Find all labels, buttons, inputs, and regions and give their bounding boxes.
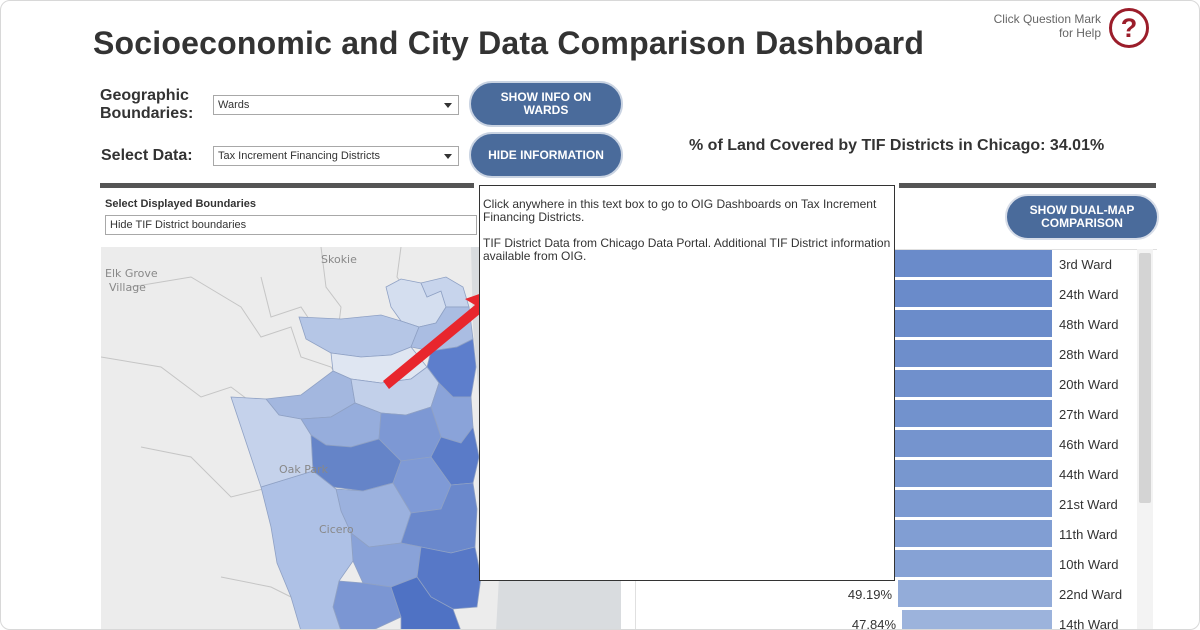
map-label-cicero: Cicero <box>319 523 354 536</box>
chart-value-label: 47.84% <box>852 617 897 630</box>
chart-bar[interactable] <box>871 430 1052 457</box>
chart-bar[interactable] <box>871 400 1052 427</box>
chart-category-label: 24th Ward <box>1059 287 1119 302</box>
chart-category-label: 27th Ward <box>1059 407 1119 422</box>
chart-category-label: 10th Ward <box>1059 557 1119 572</box>
chart-category-label: 14th Ward <box>1059 617 1119 630</box>
help-hint: Click Question Mark for Help <box>961 12 1101 40</box>
chart-category-label: 46th Ward <box>1059 437 1119 452</box>
popup-text-1: Click anywhere in this text box to go to… <box>483 197 877 224</box>
chevron-down-icon <box>444 103 452 108</box>
chart-category-label: 48th Ward <box>1059 317 1119 332</box>
chart-category-label: 3rd Ward <box>1059 257 1112 272</box>
page-title: Socioeconomic and City Data Comparison D… <box>93 25 925 61</box>
bar-chart-svg: 3rd Ward 24th Ward 48th Ward 28th Ward 20th … <box>848 250 1122 630</box>
geo-boundaries-label: Geographic Boundaries: <box>100 87 193 123</box>
tif-coverage-stat: % of Land Covered by TIF Districts in Ch… <box>689 137 1105 154</box>
chart-bar[interactable] <box>871 550 1052 577</box>
geo-boundaries-value: Wards <box>218 99 250 111</box>
dual-map-comparison-button[interactable]: SHOW DUAL-MAP COMPARISON <box>1005 194 1159 240</box>
chart-bar[interactable] <box>871 520 1052 547</box>
show-info-line2: WARDS <box>523 103 569 117</box>
boundaries-label: Select Displayed Boundaries <box>105 198 256 210</box>
dual-map-line2: COMPARISON <box>1041 216 1123 230</box>
map-label-elk-grove: Elk Grove <box>105 267 158 280</box>
select-data-select[interactable]: Tax Increment Financing Districts <box>213 146 459 166</box>
geo-label-line2: Boundaries: <box>100 105 194 122</box>
chart-bar[interactable] <box>902 610 1052 630</box>
question-mark-icon[interactable]: ? <box>1109 8 1149 48</box>
chart-category-label: 44th Ward <box>1059 467 1119 482</box>
hide-information-button[interactable]: HIDE INFORMATION <box>469 132 623 178</box>
chart-bar[interactable] <box>871 340 1052 367</box>
chart-scrollbar-thumb[interactable] <box>1139 253 1151 503</box>
map-label-elk-grove-village: Village <box>109 281 146 294</box>
chart-bar[interactable] <box>871 370 1052 397</box>
chart-category-label: 11th Ward <box>1059 527 1118 542</box>
select-data-value: Tax Increment Financing Districts <box>218 150 380 162</box>
ward-bar-chart[interactable]: 3rd Ward 24th Ward 48th Ward 28th Ward 20th … <box>635 249 1157 630</box>
chart-category-label: 28th Ward <box>1059 347 1119 362</box>
chart-bar[interactable] <box>871 460 1052 487</box>
chart-bar[interactable] <box>871 280 1052 307</box>
map-label-oak-park: Oak Park <box>279 463 329 476</box>
chevron-down-icon <box>444 154 452 159</box>
map-label-skokie: Skokie <box>321 253 357 266</box>
popup-text-2: TIF District Data from Chicago Data Port… <box>483 236 891 263</box>
chart-bar[interactable] <box>898 580 1052 607</box>
chart-bar[interactable] <box>871 310 1052 337</box>
section-divider-left <box>100 183 474 188</box>
chart-category-label: 22nd Ward <box>1059 587 1122 602</box>
chart-category-label: 20th Ward <box>1059 377 1119 392</box>
chart-bar[interactable] <box>871 490 1052 517</box>
geo-boundaries-select[interactable]: Wards <box>213 95 459 115</box>
info-popup[interactable]: Click anywhere in this text box to go to… <box>479 185 895 581</box>
show-info-line1: SHOW INFO ON <box>500 90 592 104</box>
help-hint-line1: Click Question Mark <box>993 12 1101 26</box>
chart-bar[interactable] <box>871 250 1052 277</box>
show-info-button[interactable]: SHOW INFO ON WARDS <box>469 81 623 127</box>
chart-value-label: 49.19% <box>848 587 893 602</box>
help-hint-line2: for Help <box>1058 26 1101 40</box>
geo-label-line1: Geographic <box>100 87 189 104</box>
boundaries-value: Hide TIF District boundaries <box>110 219 247 231</box>
chart-category-label: 21st Ward <box>1059 497 1118 512</box>
dual-map-line1: SHOW DUAL-MAP <box>1029 203 1135 217</box>
select-data-label: Select Data: <box>101 147 193 164</box>
boundaries-select[interactable]: Hide TIF District boundaries <box>105 215 477 235</box>
red-arrow-icon <box>383 285 505 389</box>
section-divider-right <box>899 183 1156 188</box>
